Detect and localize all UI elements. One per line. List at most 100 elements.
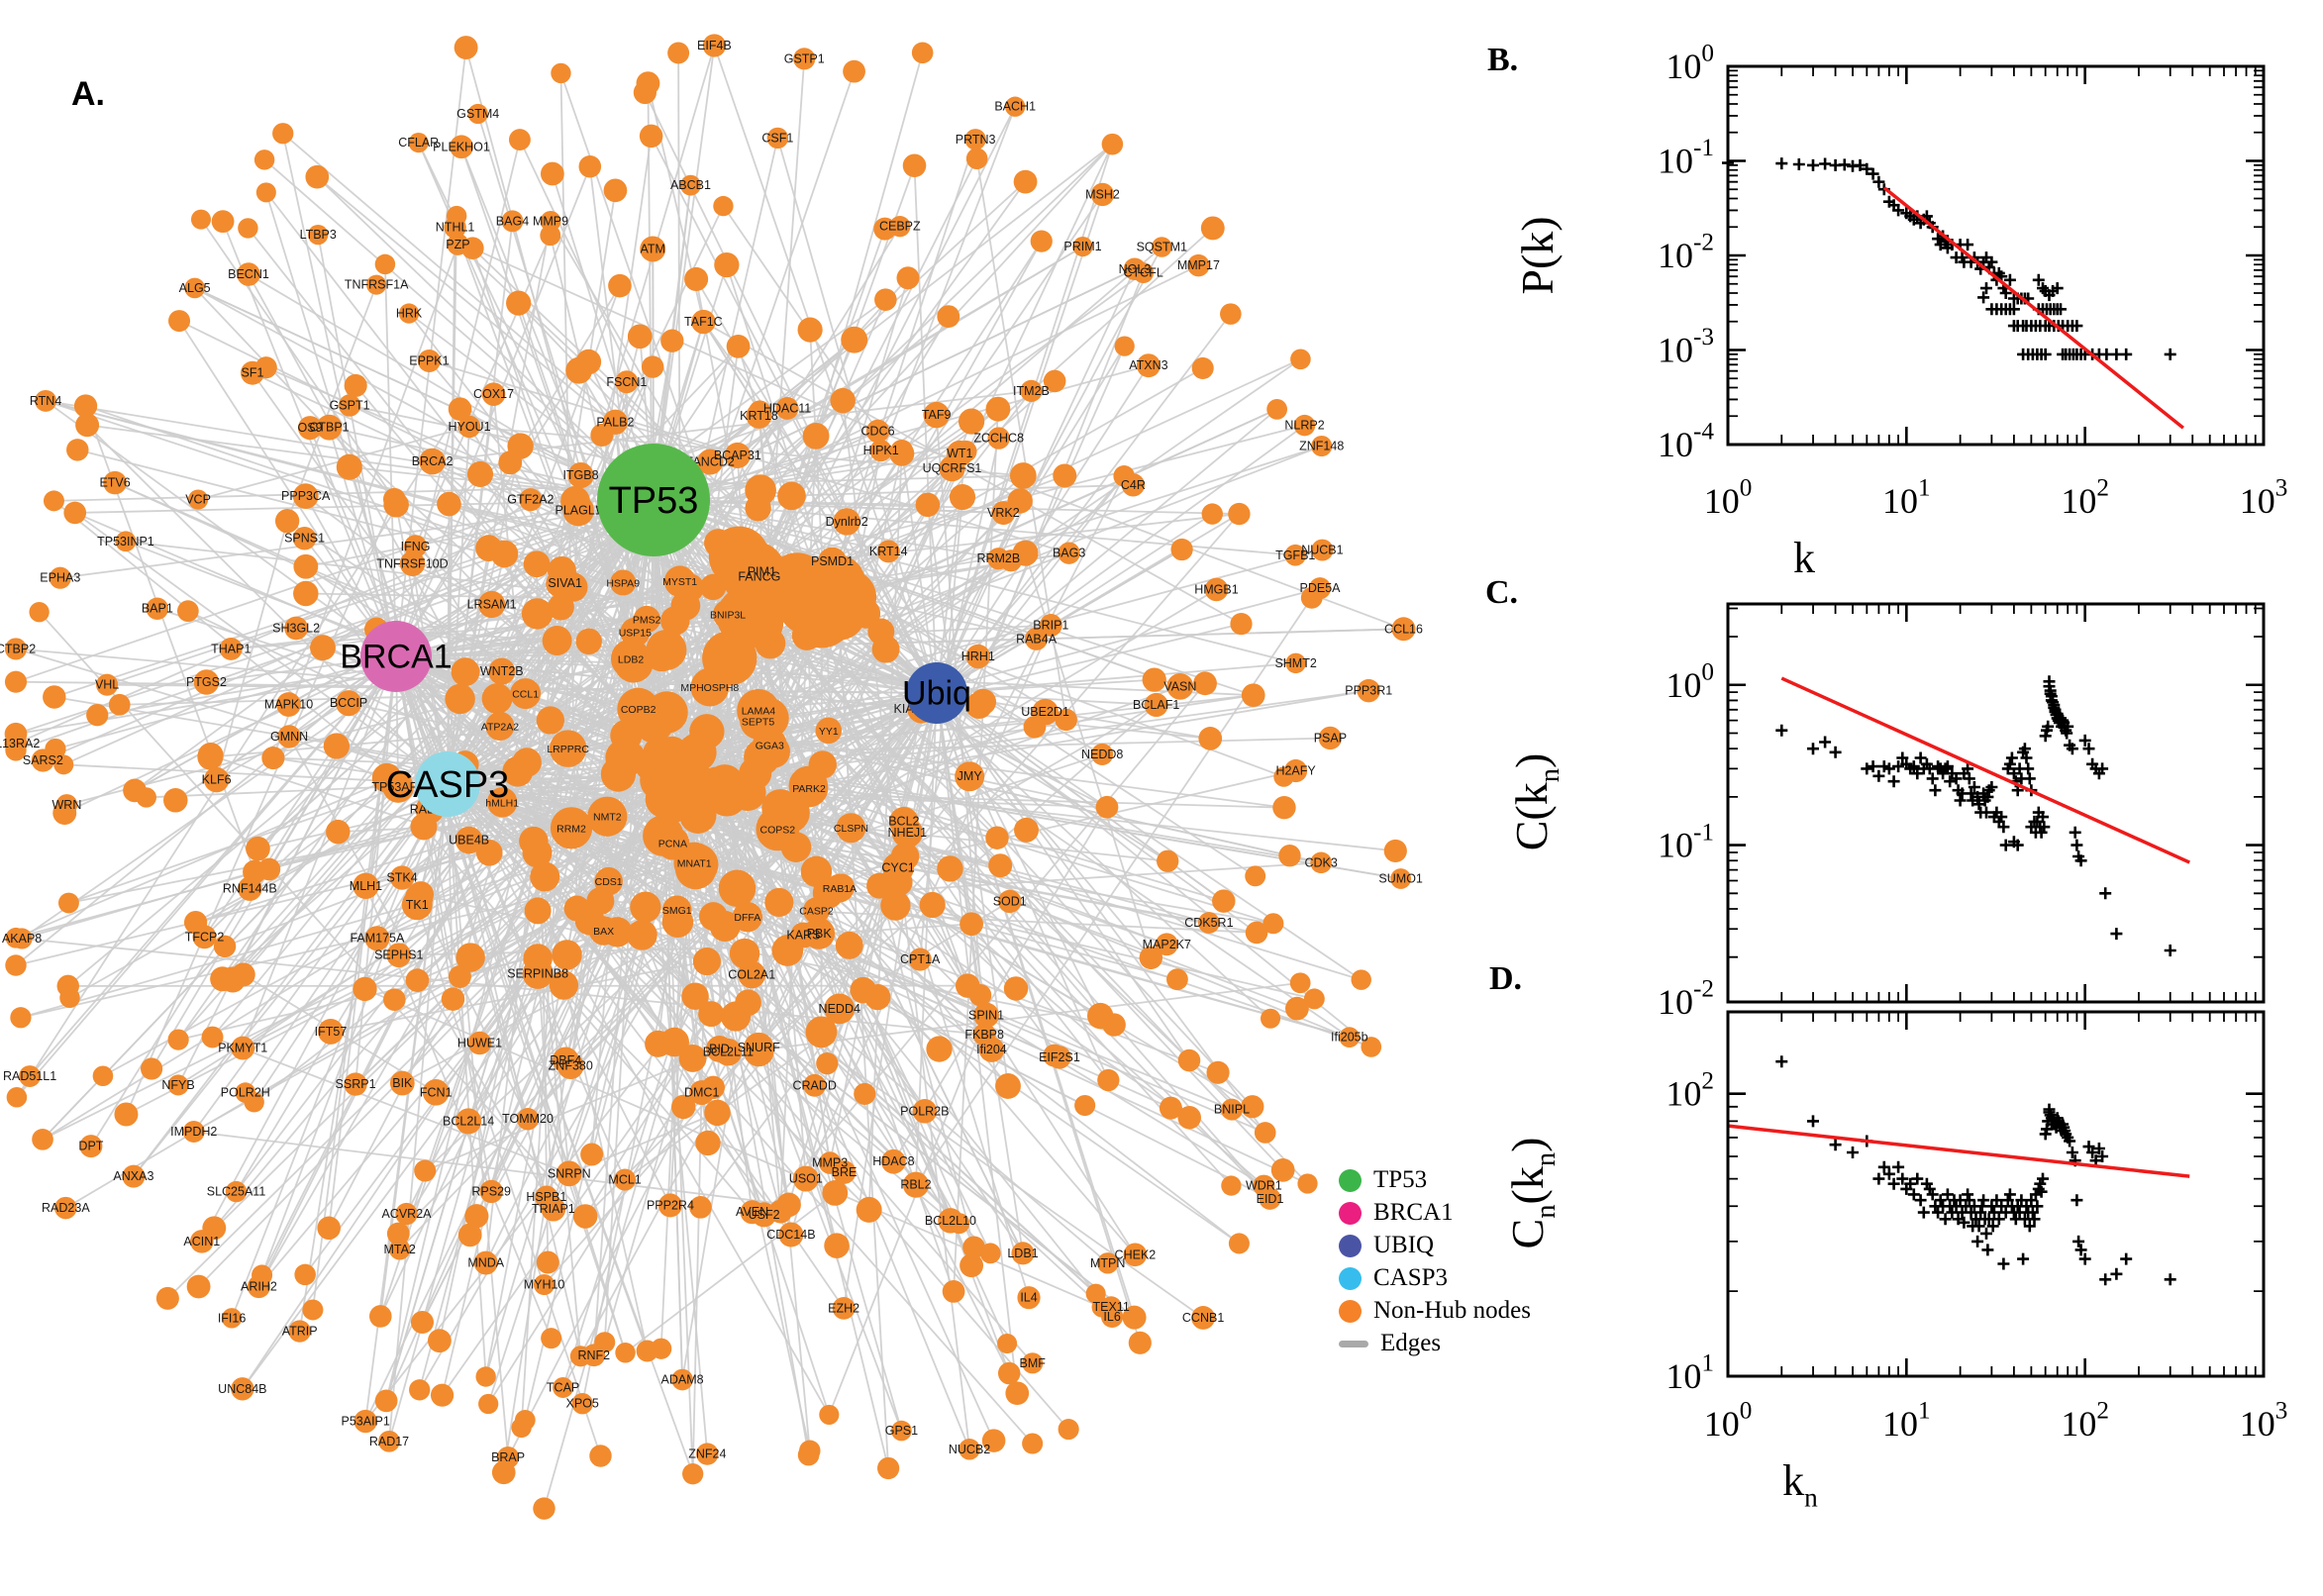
- network-node: [697, 449, 724, 475]
- network-node: [43, 685, 66, 709]
- gene-label: MLH1: [350, 879, 382, 893]
- legend-edge-swatch: [1339, 1340, 1368, 1347]
- gene-label: TNFRSF10D: [376, 556, 448, 570]
- network-node: [293, 553, 319, 579]
- network-node: [1198, 727, 1223, 750]
- network-node: [677, 733, 717, 772]
- panel-a-label: A.: [71, 75, 105, 113]
- network-node: [684, 266, 709, 291]
- network-node: [408, 133, 429, 153]
- network-node: [891, 817, 923, 848]
- gene-label: LAMA4: [742, 706, 776, 718]
- network-node: [176, 600, 199, 623]
- gene-label: WDR1: [1246, 1179, 1282, 1193]
- network-node: [203, 766, 230, 793]
- gene-label: DBF4: [550, 1053, 581, 1067]
- gene-label: UBE2D1: [1021, 705, 1069, 719]
- network-node: [699, 573, 727, 601]
- network-node: [661, 906, 694, 939]
- hub-node-tp53: [597, 444, 710, 556]
- network-node: [183, 911, 208, 935]
- network-node: [193, 669, 220, 695]
- network-node: [477, 590, 506, 619]
- legend-node-swatch-casp3: [1339, 1266, 1362, 1290]
- gene-label: TNFRSF1A: [345, 278, 409, 292]
- gene-label: Ifi204: [976, 1043, 1007, 1056]
- gene-label: Dynlrb2: [826, 515, 868, 529]
- gene-label: NEDD4: [819, 1002, 860, 1016]
- network-node: [805, 1016, 838, 1048]
- gene-label: BACH1: [994, 100, 1036, 114]
- network-node: [803, 1073, 827, 1097]
- network-node: [481, 683, 513, 714]
- gene-label: USF2: [749, 1208, 780, 1222]
- network-node: [546, 569, 573, 598]
- legend: TP53 BRCA1 UBIQ CASP3 Non-Hub nodes Edges: [1339, 1166, 1531, 1356]
- gene-label: ACIN1: [183, 1235, 220, 1248]
- gene-label: TP53INP1: [97, 535, 154, 549]
- network-node: [1113, 465, 1135, 487]
- network-node: [221, 1308, 243, 1329]
- panel-b-plot: 100 101 102 103 100 10-1 10-2 10-3 10-4 k P(k): [1512, 41, 2287, 582]
- gene-label: NEDD8: [1081, 748, 1123, 761]
- network-node: [877, 1456, 900, 1480]
- gene-label: CLSPN: [834, 823, 868, 835]
- network-node: [987, 427, 1010, 449]
- network-node: [253, 150, 275, 170]
- gene-label: ABCB1: [670, 178, 711, 192]
- gene-label: NOL3: [1119, 262, 1152, 276]
- gene-label: LDB2: [618, 653, 644, 665]
- network-node: [1228, 1233, 1250, 1254]
- network-node: [32, 1128, 53, 1150]
- network-nodes: [4, 34, 1416, 1520]
- tick-label: 10-1: [1658, 819, 1714, 864]
- gene-label: ATM: [641, 242, 665, 255]
- network-node: [843, 59, 865, 83]
- network-node: [937, 305, 960, 329]
- minor-ticks: [1728, 66, 2264, 445]
- network-node: [915, 492, 941, 518]
- panel-c-label: C.: [1485, 574, 1519, 611]
- gene-label: IL6: [1103, 1310, 1120, 1324]
- gene-label: BNIP3L: [710, 610, 746, 622]
- network-node: [590, 423, 614, 447]
- network-node: [633, 80, 656, 105]
- network-node: [1114, 336, 1135, 356]
- network-node: [338, 394, 361, 417]
- network-node: [912, 1099, 938, 1124]
- gene-label: KARS: [786, 929, 820, 943]
- network-node: [353, 976, 377, 1002]
- network-node: [1278, 845, 1301, 867]
- network-node: [733, 597, 784, 648]
- gene-label: TCAP: [547, 1380, 579, 1394]
- gene-label: ANXA3: [113, 1169, 153, 1183]
- gene-label: WRN: [52, 798, 82, 812]
- network-node: [702, 34, 727, 57]
- legend-item-tp53: TP53: [1339, 1166, 1531, 1193]
- gene-label: RAD23A: [42, 1201, 90, 1215]
- network-node: [891, 1420, 912, 1442]
- network-node: [828, 873, 855, 901]
- network-node: [778, 1222, 804, 1247]
- network-node: [1204, 577, 1229, 602]
- network-node: [610, 569, 637, 596]
- network-node: [1228, 502, 1251, 526]
- gene-label: RPS29: [471, 1184, 511, 1198]
- network-node: [678, 1044, 707, 1072]
- network-node: [589, 1445, 612, 1467]
- network-node: [540, 225, 561, 247]
- network-node: [427, 1329, 452, 1353]
- network-node: [641, 355, 664, 378]
- network-node: [288, 1320, 311, 1343]
- network-node: [1090, 182, 1115, 207]
- network-node: [446, 205, 467, 227]
- network-node: [197, 743, 224, 768]
- gene-label: RAD17: [369, 1435, 409, 1448]
- gene-label: CYC1: [881, 861, 914, 875]
- network-node: [1122, 1305, 1147, 1330]
- network-node: [535, 1185, 558, 1209]
- gene-label: FKBP8: [964, 1028, 1004, 1042]
- network-node: [457, 415, 481, 439]
- network-node: [1005, 96, 1026, 117]
